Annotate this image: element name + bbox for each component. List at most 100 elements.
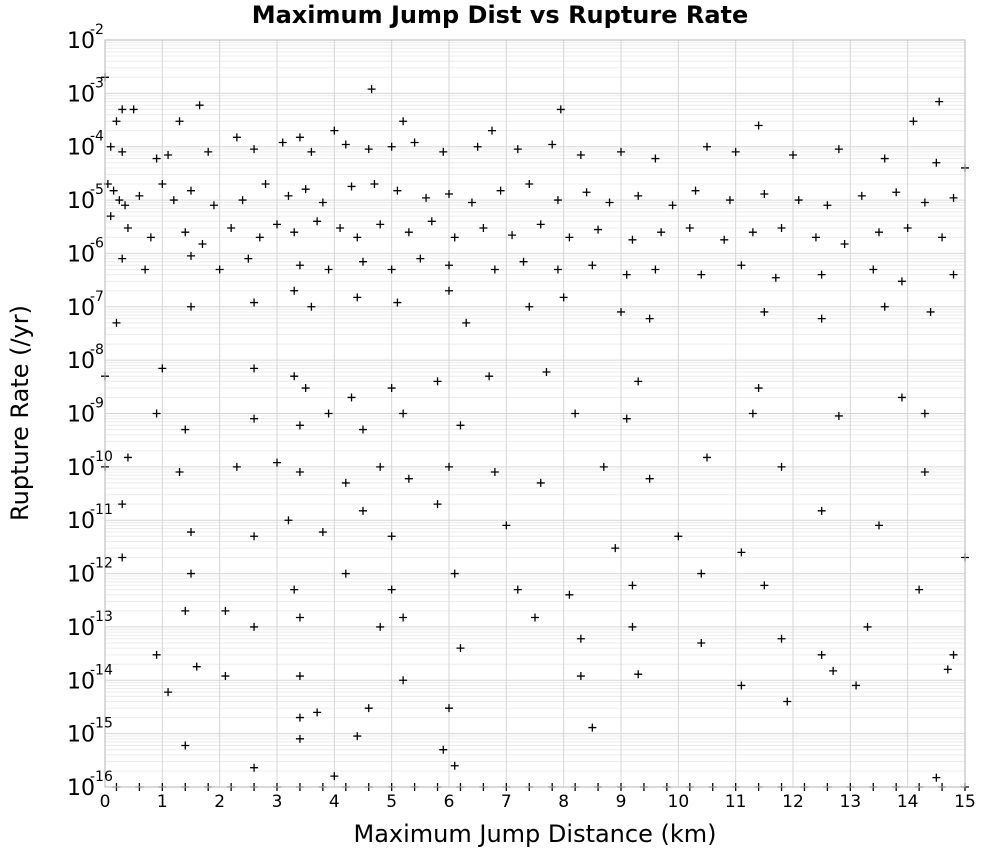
data-point <box>605 198 614 207</box>
data-point <box>725 196 734 205</box>
data-point <box>284 191 293 200</box>
data-point <box>164 150 173 159</box>
data-point <box>215 265 224 274</box>
data-point <box>387 384 396 393</box>
data-point <box>399 117 408 126</box>
data-point <box>634 191 643 200</box>
x-tick-label: 12 <box>782 792 804 812</box>
data-point <box>336 223 345 232</box>
data-point <box>187 251 195 260</box>
data-point <box>422 193 431 202</box>
data-point <box>152 409 161 418</box>
x-tick-label: 0 <box>100 792 111 812</box>
data-point <box>313 217 322 226</box>
data-point <box>548 140 557 149</box>
data-point <box>341 140 350 149</box>
x-tick-label: 15 <box>954 792 976 812</box>
y-tick-exponent: -7 <box>90 289 104 305</box>
y-tick-exponent: -16 <box>90 769 113 785</box>
data-point <box>697 569 706 578</box>
data-point <box>754 384 763 393</box>
data-point <box>720 235 729 244</box>
data-point <box>645 314 654 323</box>
data-point <box>668 201 677 210</box>
data-point <box>387 532 396 541</box>
data-point <box>628 581 637 590</box>
data-point <box>187 302 195 311</box>
data-point <box>783 697 792 706</box>
data-point <box>553 196 562 205</box>
data-point <box>576 634 585 643</box>
data-point <box>565 233 574 242</box>
data-point <box>192 662 201 671</box>
data-point <box>106 212 115 221</box>
data-point <box>295 421 304 430</box>
data-point <box>295 734 304 743</box>
data-point <box>674 532 683 541</box>
data-point <box>115 196 124 205</box>
data-point <box>943 665 952 674</box>
x-axis-ticks: 0 1 2 3 4 5 6 7 8 9 10 11 12 13 14 15 <box>100 792 976 812</box>
data-point <box>938 233 947 242</box>
data-point <box>387 265 396 274</box>
data-point <box>513 585 522 594</box>
x-tick-label: 1 <box>157 792 168 812</box>
data-point <box>456 421 465 430</box>
data-point <box>135 191 144 200</box>
data-point <box>445 704 453 713</box>
data-point <box>857 191 866 200</box>
data-point <box>146 233 155 242</box>
data-point <box>559 293 568 302</box>
data-point <box>158 180 167 189</box>
data-point <box>599 462 608 471</box>
data-point <box>697 270 706 279</box>
y-tick-exponent: -12 <box>90 556 113 572</box>
y-tick-exponent: -9 <box>90 396 104 412</box>
data-point <box>771 273 780 282</box>
data-point <box>112 318 121 327</box>
data-point <box>754 121 763 130</box>
y-tick-exponent: -4 <box>90 129 104 145</box>
data-point <box>445 286 453 295</box>
data-point <box>903 223 912 232</box>
data-point <box>737 261 746 270</box>
data-point <box>542 367 551 376</box>
x-tick-label: 7 <box>501 792 512 812</box>
data-point <box>181 228 190 237</box>
data-point <box>817 270 826 279</box>
data-point <box>467 198 476 207</box>
data-point <box>932 773 941 782</box>
data-point <box>657 228 666 237</box>
data-point <box>250 532 259 541</box>
x-tick-label: 9 <box>616 792 627 812</box>
data-point <box>852 681 861 690</box>
data-point <box>353 293 362 302</box>
data-point <box>399 676 408 685</box>
x-tick-label: 10 <box>668 792 690 812</box>
data-point <box>628 235 637 244</box>
data-point <box>932 158 941 167</box>
data-point <box>250 298 259 307</box>
data-point <box>556 105 565 114</box>
data-point <box>330 772 339 781</box>
data-point <box>622 270 631 279</box>
data-point <box>118 500 127 509</box>
data-point <box>399 613 408 622</box>
data-point <box>290 286 299 295</box>
data-point <box>748 409 757 418</box>
data-point <box>760 307 769 316</box>
data-point <box>238 196 247 205</box>
data-point <box>313 708 322 717</box>
y-tick-label: 10 <box>67 136 95 161</box>
data-point <box>909 117 918 126</box>
data-point <box>473 142 482 151</box>
y-tick-exponent: -10 <box>90 449 113 465</box>
data-point <box>445 189 453 198</box>
data-point <box>255 233 264 242</box>
data-point <box>748 228 757 237</box>
y-tick-exponent: -15 <box>90 716 113 732</box>
x-tick-label: 5 <box>386 792 397 812</box>
data-point <box>295 713 304 722</box>
y-tick-exponent: -5 <box>90 182 104 198</box>
